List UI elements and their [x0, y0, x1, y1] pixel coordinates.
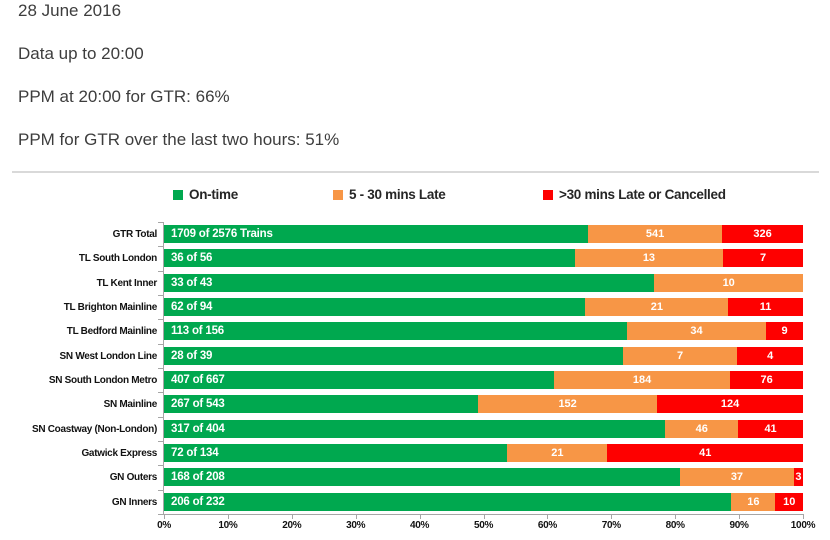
category-label: TL Brighton Mainline: [63, 302, 158, 313]
x-axis-tick: [483, 514, 485, 519]
category-label: SN South London Metro: [48, 375, 157, 386]
y-axis-tick: [158, 270, 164, 272]
x-axis-tick: [739, 514, 741, 519]
bar-segment-late-over-30-or-cancelled: 124: [657, 395, 803, 414]
legend-label-on-time: On-time: [189, 187, 238, 202]
bar-segment-late-5-30: 34: [626, 322, 767, 341]
legend-item-cancelled: >30 mins Late or Cancelled: [543, 187, 726, 202]
bar-segment-on-time: 62 of 94: [164, 298, 586, 316]
ppm-two-hours-text: PPM for GTR over the last two hours: 51%: [18, 130, 340, 149]
x-axis-tick: [164, 514, 165, 519]
category-label: GN Inners: [111, 496, 157, 508]
category-label: GN Outers: [109, 472, 158, 484]
x-axis-tick: [291, 514, 293, 519]
category-label: SN West London Line: [59, 350, 158, 362]
bar-segment-late-5-30: 541: [587, 225, 723, 243]
y-axis-tick: [158, 489, 164, 491]
bar-segment-on-time: 113 of 156: [164, 322, 627, 341]
x-axis-tick-label: 100%: [790, 520, 816, 531]
category-label: TL Bedford Mainline: [66, 326, 158, 338]
separator-line: [12, 171, 819, 173]
bar-segment-late-5-30: 10: [654, 273, 803, 292]
y-axis-tick: [158, 392, 164, 394]
legend-item-late: 5 - 30 mins Late: [333, 187, 446, 202]
x-axis-tick: [675, 514, 677, 519]
category-label: TL South London: [78, 253, 157, 265]
bar-segment-late-5-30: 13: [574, 249, 724, 268]
x-axis-tick: [419, 514, 421, 519]
legend-item-on-time: On-time: [173, 187, 238, 202]
x-axis-tick: [227, 514, 229, 519]
legend-label-cancelled: >30 mins Late or Cancelled: [559, 187, 726, 202]
bar-segment-late-over-30-or-cancelled: 76: [730, 371, 803, 389]
y-axis-tick: [158, 319, 164, 321]
bar-segment-late-over-30-or-cancelled: 9: [766, 322, 803, 341]
bar-segment-on-time: 317 of 404: [164, 419, 666, 438]
y-axis-tick: [158, 514, 164, 515]
bar-segment-on-time: 1709 of 2576 Trains: [164, 225, 588, 243]
bar-segment-late-5-30: 7: [622, 346, 738, 365]
ppm-current-text: PPM at 20:00 for GTR: 66%: [18, 87, 230, 106]
x-axis-tick-label: 10%: [218, 520, 238, 531]
y-axis-tick: [158, 368, 164, 369]
bar-segment-late-over-30-or-cancelled: 41: [738, 419, 803, 438]
x-axis-tick-label: 40%: [410, 520, 430, 531]
category-label: GTR Total: [112, 229, 158, 240]
category-label: SN Coastway (Non-London): [31, 423, 157, 435]
cancelled-legend-swatch-icon: [543, 189, 553, 200]
report-date: 28 June 2016: [18, 1, 122, 20]
bar-segment-on-time: 33 of 43: [164, 273, 655, 292]
y-axis-tick: [158, 246, 164, 248]
chart-legend: On-time 5 - 30 mins Late >30 mins Late o…: [0, 187, 830, 205]
late-legend-swatch-icon: [333, 189, 343, 200]
bar-segment-on-time: 407 of 667: [164, 371, 554, 389]
bar-segment-late-5-30: 21: [585, 298, 729, 316]
bar-segment-late-5-30: 46: [665, 419, 739, 438]
x-axis-tick-label: 60%: [537, 520, 557, 531]
x-axis-tick-label: 20%: [282, 520, 302, 531]
bar-segment-late-over-30-or-cancelled: 10: [775, 492, 803, 511]
category-label: SN Mainline: [103, 399, 158, 411]
y-axis-tick: [158, 343, 164, 345]
bar-segment-late-over-30-or-cancelled: 326: [722, 225, 803, 243]
y-axis-tick: [158, 295, 164, 296]
bar-segment-late-5-30: 37: [680, 468, 794, 487]
bar-segment-on-time: 267 of 543: [164, 395, 479, 414]
x-axis-tick-label: 90%: [729, 520, 749, 531]
bar-segment-late-5-30: 152: [478, 395, 658, 414]
y-axis-tick: [158, 222, 164, 223]
legend-label-late: 5 - 30 mins Late: [349, 187, 446, 202]
x-axis-tick-label: 30%: [346, 520, 366, 531]
bar-segment-on-time: 36 of 56: [164, 249, 575, 268]
x-axis-tick-label: 70%: [601, 520, 621, 531]
bar-segment-on-time: 28 of 39: [164, 346, 623, 365]
x-axis-tick-label: 50%: [473, 520, 494, 531]
category-label: Gatwick Express: [81, 448, 157, 459]
bar-segment-late-5-30: 184: [553, 371, 731, 389]
bar-segment-late-over-30-or-cancelled: 4: [737, 346, 803, 365]
y-axis-tick: [158, 465, 164, 467]
bar-segment-on-time: 206 of 232: [164, 492, 732, 511]
x-axis-tick-label: 0%: [157, 520, 171, 531]
bar-segment-late-5-30: 21: [507, 444, 608, 462]
category-label: TL Kent Inner: [96, 277, 158, 289]
on-time-legend-swatch-icon: [173, 189, 183, 200]
x-axis-tick: [803, 514, 804, 519]
bar-segment-late-over-30-or-cancelled: 11: [728, 298, 803, 316]
x-axis-tick-label: 80%: [665, 520, 685, 531]
y-axis-tick: [158, 416, 164, 418]
bar-segment-late-over-30-or-cancelled: 7: [723, 249, 803, 268]
y-axis-tick: [158, 441, 164, 442]
x-axis-tick: [355, 514, 357, 519]
bar-segment-late-over-30-or-cancelled: 3: [793, 468, 803, 487]
bar-segment-late-over-30-or-cancelled: 41: [607, 444, 803, 462]
bar-segment-on-time: 168 of 208: [164, 468, 681, 487]
data-up-to-text: Data up to 20:00: [18, 44, 144, 63]
bar-segment-on-time: 72 of 134: [164, 444, 508, 462]
x-axis-tick: [611, 514, 613, 519]
x-axis-tick: [547, 514, 549, 519]
bar-segment-late-5-30: 16: [731, 492, 776, 511]
